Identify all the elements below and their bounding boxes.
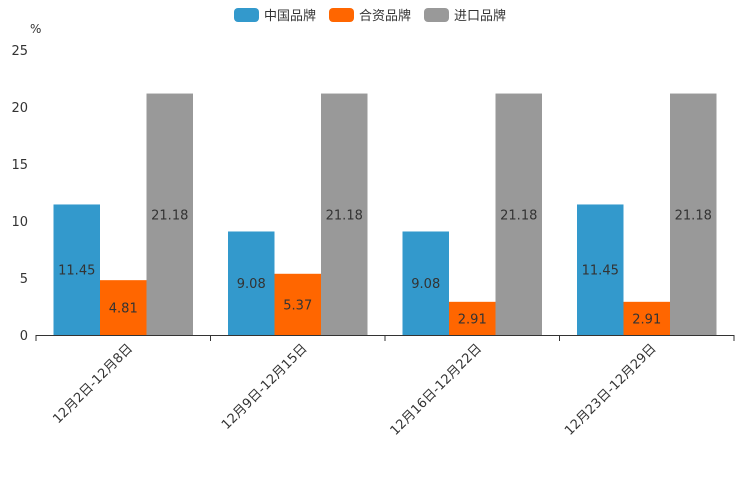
bar [449,301,496,335]
bar [623,301,670,335]
y-tick-label: 25 [11,44,28,59]
legend-label: 进口品牌 [454,8,506,24]
bar [228,231,275,335]
bar [274,273,321,335]
bars: 11.45 9.08 9.08 11.45 4.81 5.37 2.91 2.91 21.18 2… [53,93,717,335]
y-tick-label: 10 [11,215,28,230]
y-tick-label: 0 [20,329,28,344]
data-label: 2.91 [458,312,487,327]
legend: 中国品牌 合资品牌 进口品牌 [234,8,506,24]
y-tick-label: 15 [11,158,28,173]
x-category-label: 12月2日-12月8日 [50,341,136,427]
bar [402,231,449,335]
legend-swatch [424,8,449,22]
x-category-label: 12月16日-12月22日 [388,341,485,438]
x-category-label: 12月23日-12月29日 [562,341,659,438]
bar [321,93,368,335]
bar [53,204,100,335]
y-tick-label: 20 [11,101,28,116]
x-category-label: 12月9日-12月15日 [219,341,311,433]
data-label: 11.45 [582,264,619,279]
data-label: 9.08 [237,277,266,292]
data-label: 21.18 [326,208,363,223]
data-label: 4.81 [109,302,138,317]
data-label: 2.91 [632,312,661,327]
y-axis-unit-label: % [30,22,41,36]
bar [577,204,624,335]
legend-label: 中国品牌 [264,8,316,24]
bar [146,93,193,335]
x-axis: 12月2日-12月8日 12月9日-12月15日 12月16日-12月22日 12月2… [35,335,735,439]
data-label: 21.18 [500,208,537,223]
data-label: 9.08 [411,277,440,292]
y-axis: 0 5 10 15 20 25 [11,44,28,344]
bar [100,280,147,335]
data-label: 11.45 [58,264,95,279]
bar [495,93,542,335]
legend-swatch [329,8,354,22]
legend-swatch [234,8,259,22]
y-tick-label: 5 [20,272,28,287]
data-label: 21.18 [675,208,712,223]
bar [670,93,717,335]
data-label: 5.37 [283,298,312,313]
data-label: 21.18 [151,208,188,223]
legend-label: 合资品牌 [359,8,411,24]
